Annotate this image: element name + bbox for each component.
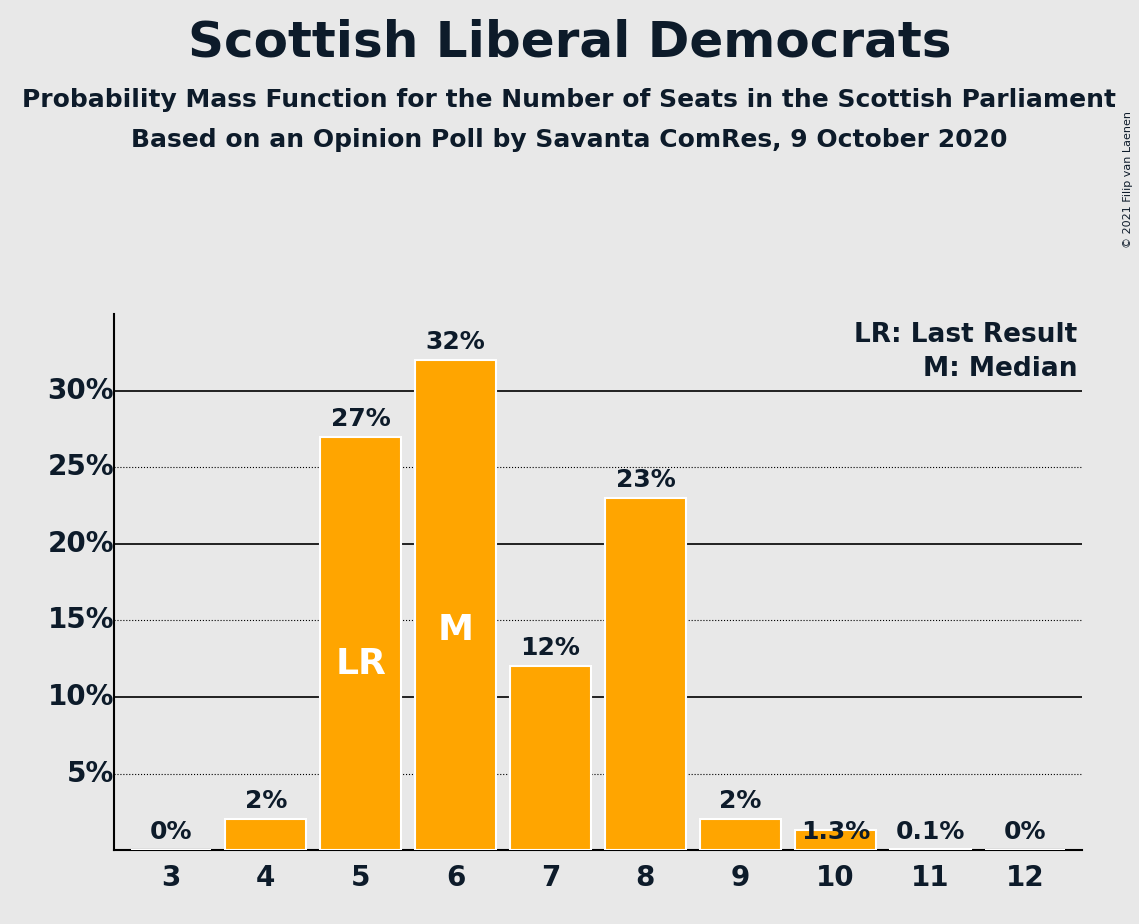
Text: Based on an Opinion Poll by Savanta ComRes, 9 October 2020: Based on an Opinion Poll by Savanta ComR… — [131, 128, 1008, 152]
Text: 0.1%: 0.1% — [895, 820, 965, 844]
Text: 2%: 2% — [245, 789, 287, 813]
Text: 30%: 30% — [48, 377, 114, 405]
Bar — [416, 360, 495, 850]
Text: 15%: 15% — [48, 606, 114, 635]
Text: 0%: 0% — [1003, 820, 1047, 844]
Text: 27%: 27% — [330, 407, 391, 431]
Text: 23%: 23% — [615, 468, 675, 492]
Bar — [510, 666, 591, 850]
Text: M: M — [437, 613, 474, 647]
Text: M: Median: M: Median — [923, 356, 1077, 382]
Bar — [320, 437, 401, 850]
Bar — [700, 820, 780, 850]
Text: 32%: 32% — [426, 330, 485, 354]
Text: Scottish Liberal Democrats: Scottish Liberal Democrats — [188, 18, 951, 67]
Text: 10%: 10% — [48, 683, 114, 711]
Text: 1.3%: 1.3% — [801, 820, 870, 844]
Bar — [605, 498, 686, 850]
Text: 12%: 12% — [521, 637, 581, 661]
Text: Probability Mass Function for the Number of Seats in the Scottish Parliament: Probability Mass Function for the Number… — [23, 88, 1116, 112]
Text: 5%: 5% — [67, 760, 114, 787]
Bar — [890, 848, 970, 850]
Text: LR: LR — [335, 647, 386, 681]
Bar — [226, 820, 306, 850]
Text: © 2021 Filip van Laenen: © 2021 Filip van Laenen — [1123, 111, 1133, 248]
Text: LR: Last Result: LR: Last Result — [854, 322, 1077, 347]
Text: 25%: 25% — [48, 454, 114, 481]
Text: 0%: 0% — [149, 820, 192, 844]
Text: 20%: 20% — [48, 529, 114, 558]
Text: 2%: 2% — [719, 789, 762, 813]
Bar — [795, 830, 876, 850]
